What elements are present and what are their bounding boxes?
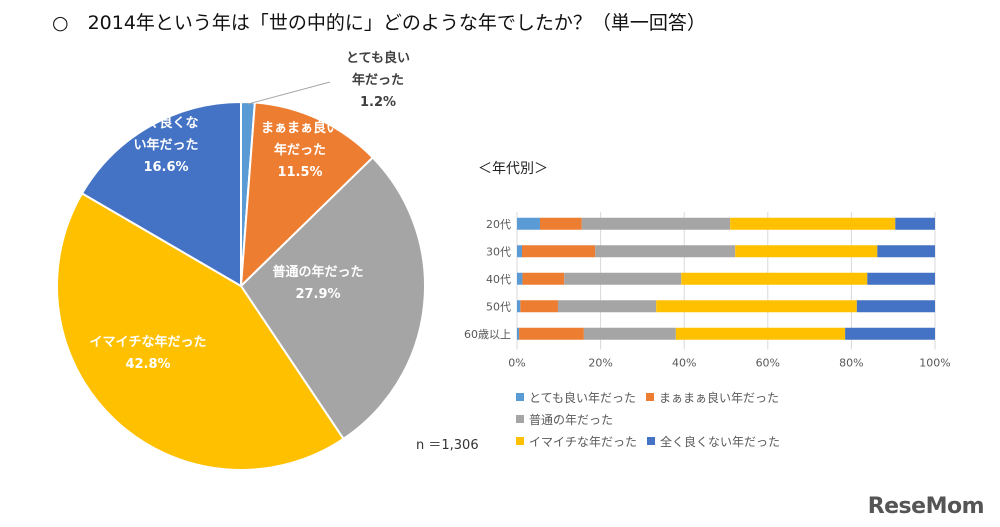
bar-3-series-3: [656, 300, 857, 313]
bar-2-series-4: [867, 272, 935, 285]
pie-label-0-1: 年だった: [352, 72, 404, 88]
pie-label-2-1: 27.9%: [295, 287, 340, 302]
bar-legend: とても良い年だった まぁまぁ良い年だった普通の年だったイマイチな年だった 全く良くな…: [516, 386, 896, 452]
bar-4-series-2: [583, 327, 676, 340]
bar-3-series-0: [517, 300, 521, 313]
legend-item-3: イマイチな年だった: [516, 430, 637, 452]
legend-label-1: まぁまぁ良い年だった: [659, 390, 780, 405]
legend-label-3: イマイチな年だった: [529, 434, 638, 449]
pie-label-1-2: 11.5%: [277, 165, 322, 180]
bar-4-series-1: [519, 327, 584, 340]
pie-leader-line: [247, 81, 331, 105]
legend-label-4: 全く良くない年だった: [660, 434, 781, 449]
x-tick-2: 40%: [672, 357, 696, 370]
bar-4-series-3: [675, 327, 846, 340]
bar-2-series-2: [564, 272, 682, 285]
bar-0-series-0: [517, 217, 540, 230]
legend-item-0: とても良い年だった: [516, 386, 636, 408]
legend-swatch-3: [516, 437, 524, 445]
pie-slice-3: [56, 191, 345, 471]
bar-0-series-4: [895, 217, 935, 230]
pie-label-3-0: イマイチな年だった: [89, 334, 206, 350]
bar-0-series-3: [730, 217, 896, 230]
x-tick-3: 60%: [756, 357, 780, 370]
x-tick-4: 80%: [839, 357, 863, 370]
bar-1-series-2: [595, 245, 736, 258]
pie-label-4-0: 全く良くな: [132, 115, 198, 131]
legend-swatch-0: [516, 393, 524, 401]
bar-2-series-3: [681, 272, 868, 285]
question-title: ○ 2014年という年は「世の中的に」どのような年でしたか？（単一回答）: [52, 12, 706, 34]
pie-label-2-0: 普通の年だった: [272, 264, 363, 280]
bar-4-series-4: [845, 327, 935, 340]
y-tick-3: 50代: [486, 300, 511, 313]
legend-label-2: 普通の年だった: [529, 412, 614, 427]
bar-1-series-1: [522, 245, 596, 258]
pie-label-4-2: 16.6%: [143, 160, 188, 175]
x-tick-0: 0%: [508, 357, 525, 370]
age-chart-title: ＜年代別＞: [478, 161, 548, 177]
x-tick-1: 20%: [588, 357, 612, 370]
bar-1-series-4: [877, 245, 935, 258]
bar-1-series-0: [517, 245, 523, 258]
x-tick-5: 100%: [919, 357, 950, 370]
legend-label-0: とても良い年だった: [529, 390, 637, 405]
bar-3-series-4: [856, 300, 935, 313]
bar-0-series-1: [539, 217, 582, 230]
legend-item-1: まぁまぁ良い年だった: [646, 386, 779, 408]
pie-slice-2: [239, 156, 426, 441]
y-tick-0: 20代: [486, 218, 511, 231]
y-tick-1: 30代: [486, 245, 511, 258]
bar-2-series-1: [522, 272, 565, 285]
legend-item-4: 全く良くない年だった: [647, 430, 780, 452]
pie-label-0-0: とても良い: [346, 50, 410, 66]
y-tick-2: 40代: [486, 273, 511, 286]
bar-1-series-3: [735, 245, 878, 258]
bar-4-series-0: [517, 327, 520, 340]
bar-3-series-2: [557, 300, 657, 313]
resemom-logo: ReseMom: [867, 494, 985, 519]
pie-slice-1: [239, 101, 375, 289]
pie-label-1-1: 年だった: [274, 142, 326, 158]
pie-label-0-2: 1.2%: [360, 95, 396, 110]
bar-3-series-1: [520, 300, 558, 313]
pie-label-1-0: まぁまぁ良い: [261, 120, 339, 136]
bar-2-series-0: [517, 272, 523, 285]
sample-size: n ＝1,306: [416, 438, 479, 453]
pie-label-4-1: い年だった: [133, 137, 198, 153]
legend-swatch-2: [516, 415, 524, 423]
legend-swatch-1: [646, 393, 655, 401]
pie-slice-4: [80, 100, 242, 288]
pie-label-3-1: 42.8%: [125, 357, 170, 372]
bar-0-series-2: [581, 217, 731, 230]
y-tick-4: 60歳以上: [464, 328, 511, 341]
legend-swatch-4: [647, 437, 656, 445]
legend-item-2: 普通の年だった: [516, 408, 613, 430]
